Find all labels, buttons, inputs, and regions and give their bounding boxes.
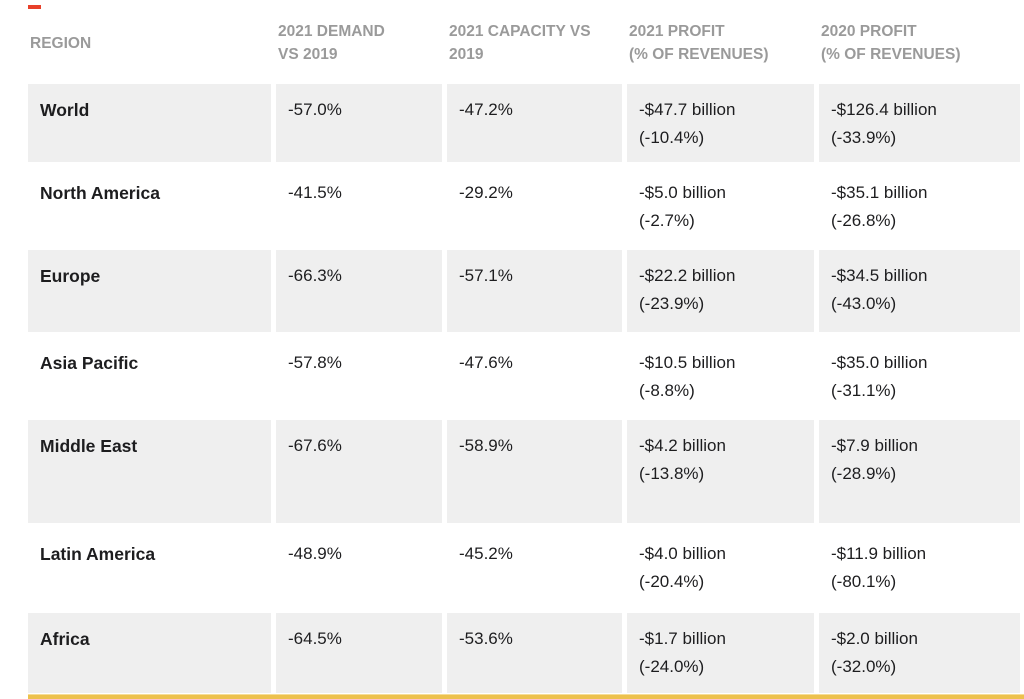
region-cell: North America [40,183,160,203]
region-cell: World [28,84,271,162]
capacity-cell: -53.6% [447,613,622,693]
table-row-middle-east: Middle East -67.6% -58.9% -$4.2 billion … [28,420,1020,523]
profit-2020-cell: -$7.9 billion (-28.9%) [819,420,1020,523]
region-cell: Latin America [40,544,156,564]
demand-cell: -64.5% [276,613,442,693]
profit-2021-cell: -$47.7 billion (-10.4%) [627,84,814,162]
capacity-cell: -58.9% [447,420,622,523]
profit-2021-cell: -$5.0 billion (-2.7%) [639,183,726,230]
profit-2020-cell: -$35.0 billion (-31.1%) [831,353,928,400]
region-cell: Africa [28,613,271,693]
column-header-2021-demand: 2021 DEMAND VS 2019 [278,23,385,63]
demand-cell: -57.8% [288,353,342,372]
profit-2020-cell: -$34.5 billion (-43.0%) [819,250,1020,332]
table-row-africa: Africa -64.5% -53.6% -$1.7 billion (-24.… [28,613,1020,693]
capacity-cell: -29.2% [459,183,513,202]
table-row-asia-pacific: Asia Pacific -57.8% -47.6% -$10.5 billio… [28,337,1020,415]
demand-cell: -67.6% [276,420,442,523]
region-cell: Europe [28,250,271,332]
profit-2021-cell: -$22.2 billion (-23.9%) [627,250,814,332]
demand-cell: -66.3% [276,250,442,332]
profit-2021-cell: -$4.2 billion (-13.8%) [627,420,814,523]
capacity-cell: -47.2% [447,84,622,162]
demand-cell: -57.0% [276,84,442,162]
demand-cell: -41.5% [288,183,342,202]
table-row-europe: Europe -66.3% -57.1% -$22.2 billion (-23… [28,250,1020,332]
profit-2020-cell: -$2.0 billion (-32.0%) [819,613,1020,693]
table-row-world: World -57.0% -47.2% -$47.7 billion (-10.… [28,84,1020,162]
region-cell: Asia Pacific [40,353,139,373]
demand-cell: -48.9% [288,544,342,563]
table-row-north-america: North America -41.5% -29.2% -$5.0 billio… [28,167,1020,245]
capacity-cell: -47.6% [459,353,513,372]
table-header-row: REGION 2021 DEMAND VS 2019 2021 CAPACITY… [28,20,1020,66]
capacity-cell: -57.1% [447,250,622,332]
profit-2020-cell: -$35.1 billion (-26.8%) [831,183,928,230]
profit-2020-cell: -$11.9 billion (-80.1%) [831,544,927,591]
table-row-latin-america: Latin America -48.9% -45.2% -$4.0 billio… [28,528,1020,608]
profit-2021-cell: -$4.0 billion (-20.4%) [639,544,726,591]
profit-2020-cell: -$126.4 billion (-33.9%) [819,84,1020,162]
red-marker [28,5,41,9]
column-header-2021-capacity: 2021 CAPACITY VS 2019 [449,23,591,63]
region-cell: Middle East [28,420,271,523]
column-header-region: REGION [30,34,92,52]
capacity-cell: -45.2% [459,544,513,563]
column-header-2020-profit: 2020 PROFIT (% OF REVENUES) [821,23,961,63]
column-header-2021-profit: 2021 PROFIT (% OF REVENUES) [629,23,769,63]
profit-2021-cell: -$10.5 billion (-8.8%) [639,353,736,400]
table-body: World -57.0% -47.2% -$47.7 billion (-10.… [28,84,1024,693]
profit-2021-cell: -$1.7 billion (-24.0%) [627,613,814,693]
